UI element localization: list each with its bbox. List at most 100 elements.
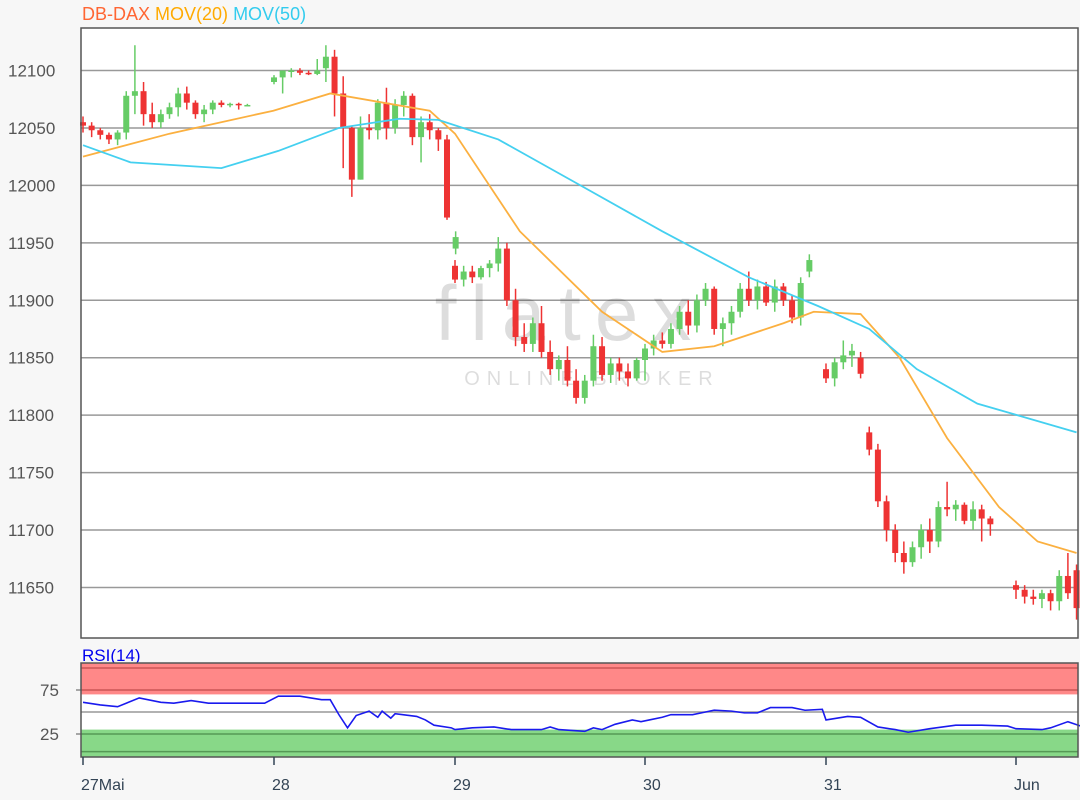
rsi-plot-border bbox=[80, 662, 1079, 758]
candle-up bbox=[581, 374, 588, 404]
candle-body bbox=[685, 311, 692, 326]
candle-body bbox=[961, 504, 968, 521]
candle-down bbox=[599, 337, 606, 381]
candle-up bbox=[702, 283, 709, 307]
candle-down bbox=[866, 426, 873, 456]
candle-body bbox=[469, 271, 476, 278]
chart-title: DB-DAX MOV(20) MOV(50) bbox=[82, 4, 306, 24]
candle-body bbox=[1030, 596, 1037, 599]
candle-body bbox=[340, 93, 347, 128]
candle-down bbox=[547, 340, 554, 375]
candle-up bbox=[157, 109, 164, 128]
candle-body bbox=[418, 122, 425, 138]
candle-down bbox=[616, 357, 623, 381]
candle-body bbox=[926, 530, 933, 542]
candle-up bbox=[452, 231, 459, 255]
candle-body bbox=[581, 380, 588, 398]
candle-body bbox=[667, 328, 674, 344]
candle-body bbox=[935, 507, 942, 542]
candle-up bbox=[848, 343, 855, 367]
candle-body bbox=[477, 268, 484, 278]
candle-up bbox=[123, 91, 130, 140]
rsi-y-tick-label: 75 bbox=[40, 681, 59, 700]
candle-body bbox=[599, 346, 606, 375]
candle-down bbox=[564, 346, 571, 387]
candle-up bbox=[400, 91, 407, 117]
candle-down bbox=[331, 49, 338, 117]
candle-down bbox=[1013, 580, 1019, 599]
candle-body bbox=[538, 323, 545, 352]
candle-body bbox=[573, 380, 580, 398]
candle-body bbox=[400, 95, 407, 105]
candle-up bbox=[357, 116, 364, 180]
candle-body bbox=[123, 95, 130, 133]
candle-body bbox=[987, 518, 994, 525]
candle-body bbox=[435, 130, 442, 140]
candle-up bbox=[970, 501, 977, 531]
candle-down bbox=[978, 504, 985, 542]
candle-body bbox=[892, 530, 899, 553]
candle-body bbox=[80, 122, 86, 126]
candle-body bbox=[521, 337, 528, 344]
candle-body bbox=[642, 348, 648, 360]
candle-up bbox=[555, 355, 562, 381]
candle-down bbox=[105, 132, 112, 145]
candle-up bbox=[271, 75, 277, 85]
candle-body bbox=[227, 103, 234, 106]
candle-up bbox=[909, 541, 916, 567]
candle-up bbox=[486, 260, 493, 278]
candle-body bbox=[444, 139, 450, 218]
candle-body bbox=[97, 130, 104, 135]
candle-down bbox=[435, 127, 442, 151]
candle-body bbox=[944, 507, 951, 510]
candle-down bbox=[573, 369, 580, 404]
candle-down bbox=[296, 68, 303, 76]
candle-up bbox=[288, 68, 295, 78]
candle-up bbox=[806, 254, 813, 278]
candle-body bbox=[460, 271, 467, 280]
candle-down bbox=[944, 481, 951, 517]
candle-body bbox=[840, 355, 847, 363]
title-mov50: MOV(50) bbox=[233, 4, 306, 24]
candle-up bbox=[418, 116, 425, 163]
candle-body bbox=[88, 125, 95, 131]
candle-body bbox=[900, 552, 907, 563]
candle-up bbox=[831, 357, 838, 387]
candle-down bbox=[444, 134, 450, 220]
candle-up bbox=[667, 323, 674, 349]
candle-body bbox=[452, 237, 459, 249]
candle-up bbox=[590, 334, 597, 387]
candle-body bbox=[797, 283, 804, 318]
rsi-line bbox=[82, 695, 1080, 734]
candle-down bbox=[1073, 564, 1080, 620]
candle-up bbox=[719, 317, 726, 347]
candle-body bbox=[503, 248, 510, 301]
candle-up bbox=[935, 501, 942, 548]
candle-down bbox=[685, 300, 692, 335]
candle-body bbox=[918, 530, 925, 548]
candle-body bbox=[495, 248, 502, 264]
candle-down bbox=[961, 502, 968, 525]
candle-body bbox=[607, 363, 614, 375]
candle-down bbox=[469, 265, 476, 284]
candle-up bbox=[642, 343, 648, 381]
y-tick-label: 11800 bbox=[8, 406, 54, 425]
x-tick-label: 30 bbox=[643, 777, 661, 794]
candle-body bbox=[296, 70, 303, 73]
candle-body bbox=[874, 449, 881, 502]
candle-up bbox=[633, 357, 640, 381]
watermark-tagline: ONLINE BROKER bbox=[464, 368, 719, 390]
candle-body bbox=[547, 351, 554, 370]
candle-down bbox=[1030, 589, 1037, 605]
title-symbol: DB-DAX bbox=[82, 4, 150, 24]
candle-up bbox=[495, 237, 502, 272]
candle-up bbox=[477, 265, 484, 280]
candle-body bbox=[978, 509, 985, 519]
candle-body bbox=[157, 114, 164, 123]
candle-body bbox=[512, 300, 519, 338]
candle-up bbox=[166, 102, 173, 119]
candle-body bbox=[866, 432, 873, 450]
candle-down bbox=[763, 281, 770, 307]
candle-up bbox=[840, 340, 847, 370]
candle-body bbox=[676, 311, 683, 329]
